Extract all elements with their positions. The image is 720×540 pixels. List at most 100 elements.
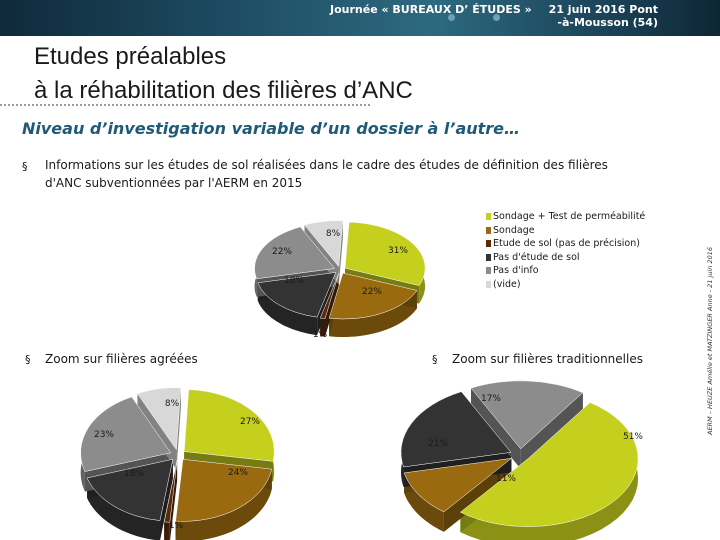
legend-item: Sondage [486,224,645,238]
page-title: Etudes préalables à la réhabilitation de… [34,40,413,108]
legend-swatch [486,280,491,288]
banner-dot-right [493,14,500,21]
pie-slice-wall [184,451,274,482]
bullet-marker-main: § [22,160,28,173]
pie-slice [137,387,182,451]
pie-slice-side [188,389,275,482]
legend-label: (vide) [493,278,521,290]
pie-slice-wall [176,387,181,470]
pie-data-label: 51% [623,432,643,442]
pie-data-label: 22% [272,247,292,257]
legend-item: Pas d'étude de sol [486,251,645,265]
pie-slice-wall [471,388,521,469]
pie-slice-wall [87,459,173,498]
pie-slice [459,402,639,527]
pie-slice-side [137,387,181,414]
legend-swatch [486,240,491,248]
pie-data-label: 23% [94,430,114,440]
event-date-line2: -à-Mousson (54) [557,16,658,29]
pie-slice-side [460,402,639,540]
pie-slice-side [349,222,426,304]
pie-slice-side [401,391,462,487]
pie-slice-wall [256,268,335,297]
pie-slice-wall [182,459,272,490]
pie-data-label: 22% [362,287,382,297]
pie-slice-wall [345,268,420,304]
pie-slice-wall [317,272,336,336]
pie-slice-wall [131,396,171,473]
pie-data-label: 24% [228,468,248,478]
legend-swatch [486,213,491,221]
legend-label: Pas d'étude de sol [493,251,580,263]
pie-data-label: 11% [496,474,516,484]
legend-label: Sondage [493,224,535,236]
pie-slice-side [304,220,343,244]
pie-data-label: 8% [326,229,341,239]
pie-slice-side [471,380,583,413]
pie-slice [400,391,512,468]
legend-swatch [486,253,491,261]
bullet-main-text: Informations sur les études de sol réali… [45,156,608,192]
pie-slice [254,226,336,280]
pie-slice-side [80,396,132,492]
pie-slice-wall [528,402,591,479]
pie-slice-wall [137,393,177,470]
pie-data-label: 1% [169,521,184,531]
pie-slice [80,396,172,472]
legend-label: Pas d'info [493,265,539,276]
pie-chart-global: 31% 22% 1% 18% 22% 8% [254,220,426,340]
legend-swatch [486,267,491,275]
legend-item: Etude de sol (pas de précision) [486,237,645,251]
legend-swatch [486,226,491,234]
pie-slice-wall [169,460,178,540]
pie-data-label: 21% [428,439,448,449]
pie-slice [328,272,418,320]
pie-slice-wall [338,220,343,285]
pie-slice-wall [184,389,189,472]
legend-label: Etude de sol (pas de précision) [493,238,640,249]
vertical-credit-text: AERM – HEUZE Amélie et MATZINGER Anne - … [706,247,714,435]
pie-slice-side [404,472,444,532]
page-title-line1: Etudes préalables [34,43,227,70]
event-title: Journée « BUREAUX D’ ÉTUDES » [330,3,532,16]
pie-slice [403,457,513,513]
bullet-agreees: Zoom sur filières agréées [45,352,198,366]
pie-slice-wall [404,458,512,493]
legend-item: Sondage + Test de perméabilité [486,210,645,224]
pie-slice [344,221,426,286]
pie-slice-side [320,318,325,337]
pie-slice-wall [443,458,512,532]
event-date: 21 juin 2016 Pont -à-Mousson (54) [540,3,658,29]
bullet-traditionnelles: Zoom sur filières traditionnelles [452,352,643,366]
pie-slice [175,459,273,522]
pie-slice-wall [320,273,339,337]
title-divider [0,104,370,106]
pie-data-label: 31% [388,246,408,256]
pie-slice-wall [300,226,335,287]
pie-slice-side [164,521,170,540]
pie-slice [304,220,344,268]
event-date-line1: 21 juin 2016 Pont [548,3,658,16]
pie-slice-wall [342,273,417,309]
banner-dot-left [448,14,455,21]
pie-slice-wall [257,272,336,301]
pie-data-label: 18% [124,469,144,479]
pie-data-label: 27% [240,417,260,427]
pie-slice [163,460,178,523]
pie-slice-wall [164,460,178,540]
pie-slice-side [257,282,318,336]
pie-slice-wall [520,392,583,469]
pie-slice [86,458,174,521]
pie-data-label: 1% [313,330,328,340]
pie-slice-wall [460,458,529,533]
chart-legend: Sondage + Test de perméabilité Sondage Etu… [486,210,645,291]
pie-data-label: 8% [165,399,180,409]
section-subtitle: Niveau d’investigation variable d’un dos… [22,119,521,138]
bullet-main-line1: Informations sur les études de sol réali… [45,158,608,172]
pie-chart-agreees: 27% 24% 1% 18% 23% 8% [80,387,275,540]
pie-slice-wall [329,273,343,337]
pie-slice-side [329,290,417,337]
pie-slice-side [175,469,272,540]
pie-slice-wall [403,452,511,487]
pie-slice-wall [461,391,511,473]
